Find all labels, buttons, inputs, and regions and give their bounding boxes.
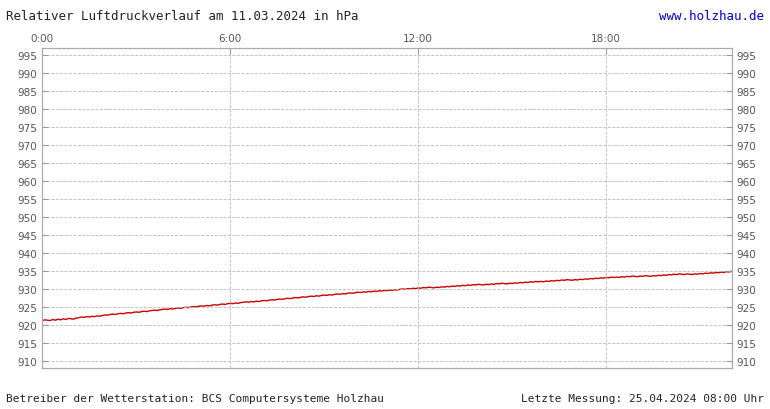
Text: Letzte Messung: 25.04.2024 08:00 Uhr: Letzte Messung: 25.04.2024 08:00 Uhr xyxy=(521,393,764,403)
Text: Relativer Luftdruckverlauf am 11.03.2024 in hPa: Relativer Luftdruckverlauf am 11.03.2024… xyxy=(6,10,359,23)
Text: Betreiber der Wetterstation: BCS Computersysteme Holzhau: Betreiber der Wetterstation: BCS Compute… xyxy=(6,393,384,403)
Text: www.holzhau.de: www.holzhau.de xyxy=(659,10,764,23)
